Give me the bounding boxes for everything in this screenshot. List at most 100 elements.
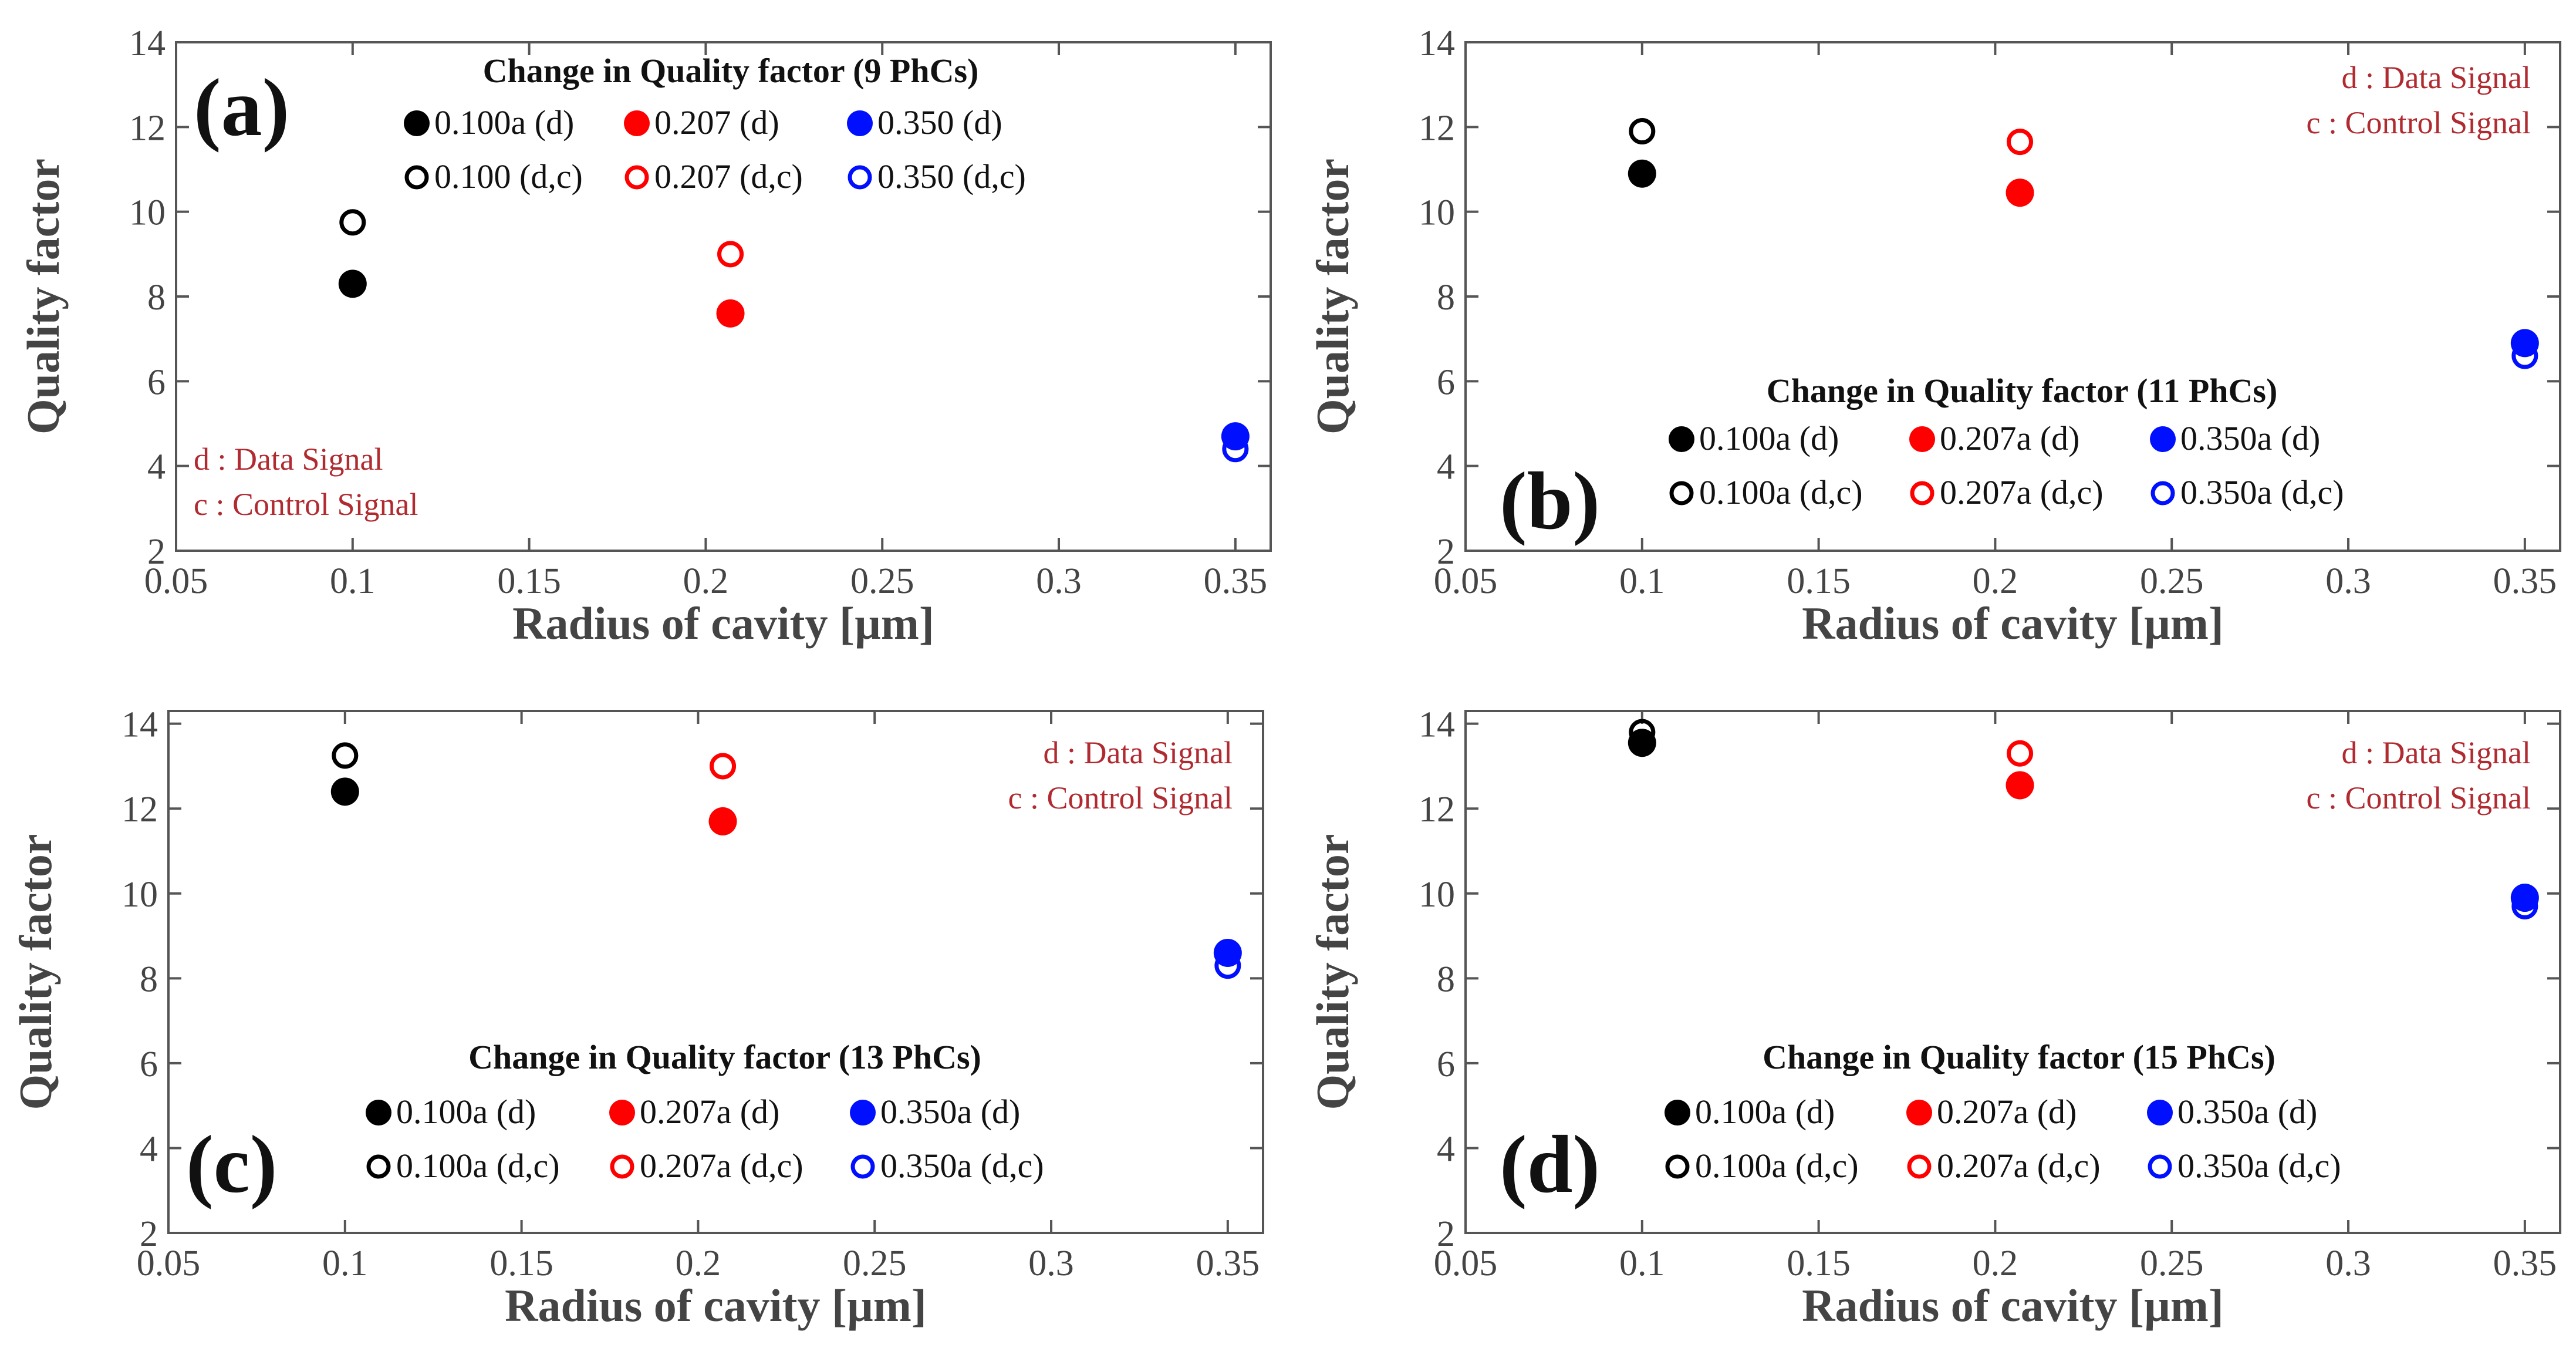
legend-marker-hollow [850,1154,875,1179]
legend-label: 0.350a (d,c) [2177,1147,2341,1185]
legend-entry: 0.207a (d,c) [610,1147,803,1185]
legend-entry: 0.100 (d,c) [404,157,583,196]
x-tick-label: 0.35 [1196,1244,1260,1283]
legend-entry: 0.350a (d,c) [850,1147,1044,1185]
panel-label: (a) [194,62,289,153]
legend-title: Change in Quality factor (15 PhCs) [1763,1038,2275,1076]
legend-title: Change in Quality factor (13 PhCs) [468,1038,981,1076]
data-point-hollow [717,241,744,268]
legend-label: 0.100a (d,c) [396,1147,560,1185]
legend-entry: 0.207 (d,c) [624,157,803,196]
x-tick-label: 0.05 [137,1244,201,1283]
y-tick-label: 12 [1419,108,1455,148]
data-point-filled [716,299,745,328]
chart-panel-4: 0.05 0.1 0.15 0.2 0.25 0.3 0.35 2 4 6 8 10 12 14 Radiu… [1307,705,2561,1331]
y-tick-label: 10 [1419,875,1455,915]
legend-marker-hollow [2148,1154,2172,1179]
y-axis-label: Quality factor [1307,159,1358,434]
x-tick-label: 0.35 [2493,561,2557,601]
x-tick-label: 0.25 [850,561,914,601]
legend-title: Change in Quality factor (9 PhCs) [483,52,979,90]
legend-marker-hollow [610,1154,634,1179]
data-point-hollow [1629,118,1656,145]
legend-label: 0.350a (d) [2180,419,2320,457]
legend-entry: 0.207a (d,c) [1907,1147,2101,1185]
legend-label: 0.207a (d,c) [1937,1147,2101,1185]
legend-label: 0.350 (d,c) [877,157,1026,196]
legend-label: 0.100a (d,c) [1699,473,1863,511]
data-point-hollow [2007,740,2034,767]
legend-marker-filled [2150,426,2176,452]
y-tick-label: 2 [1437,1214,1455,1254]
x-tick-label: 0.3 [2325,1244,2371,1283]
y-tick-label: 10 [129,193,166,233]
x-tick-label: 0.2 [676,1244,721,1283]
y-axis-label: Quality factor [18,159,69,434]
y-axis-label: Quality factor [1307,834,1358,1110]
x-tick-label: 0.25 [2140,561,2204,601]
chart-panel-2: 0.05 0.1 0.15 0.2 0.25 0.3 0.35 2 4 6 8 10 12 14 Radiu… [1307,23,2561,649]
x-tick-label: 0.1 [322,1244,368,1283]
x-tick-label: 0.3 [1028,1244,1074,1283]
signal-note: c : Control Signal [194,487,418,522]
signal-note: d : Data Signal [194,442,383,477]
legend-label: 0.207a (d,c) [1940,473,2104,511]
data-point-filled [1213,938,1242,967]
legend-marker-filled [609,1100,635,1126]
legend-label: 0.350a (d) [2177,1093,2317,1131]
legend-entry: 0.100a (d) [404,103,574,141]
legend-title: Change in Quality factor (11 PhCs) [1767,372,2278,410]
x-tick-label: 0.15 [497,561,561,601]
legend-label: 0.100a (d,c) [1695,1147,1859,1185]
legend-entry: 0.100a (d,c) [1669,473,1863,511]
signal-note: d : Data Signal [2342,735,2531,770]
x-tick-label: 0.05 [144,561,208,601]
legend-label: 0.350a (d) [880,1093,1020,1131]
x-tick-label: 0.05 [1434,561,1498,601]
x-tick-label: 0.1 [1619,1244,1665,1283]
y-tick-label: 12 [129,108,166,148]
x-tick-label: 0.2 [1973,561,2018,601]
signal-note: c : Control Signal [1008,780,1233,816]
data-point-filled [2006,178,2034,207]
y-tick-label: 8 [140,959,158,999]
y-tick-label: 10 [121,875,158,915]
y-tick-label: 12 [121,790,158,830]
x-tick-label: 0.1 [1619,561,1665,601]
y-tick-label: 2 [147,532,166,572]
data-point-filled [330,777,359,806]
y-tick-label: 4 [1437,447,1455,487]
legend-label: 0.207a (d) [640,1093,779,1131]
y-tick-label: 6 [1437,362,1455,402]
signal-note: c : Control Signal [2307,780,2531,816]
legend-label: 0.207a (d) [1937,1093,2077,1131]
x-tick-label: 0.2 [683,561,729,601]
x-tick-label: 0.15 [1787,561,1851,601]
legend-label: 0.100a (d) [1699,419,1839,457]
legend-marker-filled [366,1100,391,1126]
legend-label: 0.207 (d,c) [654,157,803,196]
panel-label: (d) [1500,1119,1600,1210]
legend-marker-hollow [1907,1154,1932,1179]
x-axis-label: Radius of cavity [µm] [1802,598,2224,649]
y-tick-label: 6 [140,1044,158,1084]
x-axis-label: Radius of cavity [µm] [1802,1280,2224,1331]
data-point-filled [1628,729,1656,757]
x-tick-label: 0.1 [330,561,376,601]
data-point-hollow [710,753,737,780]
y-tick-label: 8 [1437,278,1455,318]
data-point-filled [338,269,367,298]
signal-note: d : Data Signal [2342,60,2531,95]
legend-label: 0.100a (d) [434,103,574,141]
legend-label: 0.100a (d) [396,1093,536,1131]
signal-note: d : Data Signal [1044,735,1233,770]
x-tick-label: 0.35 [2493,1244,2557,1283]
legend-entry: 0.207a (d,c) [1910,473,2104,511]
legend-entry: 0.100a (d) [366,1093,536,1131]
x-tick-label: 0.25 [843,1244,907,1283]
legend-entry: 0.350 (d,c) [848,157,1026,196]
legend-entry: 0.350a (d,c) [2150,473,2344,511]
legend-entry: 0.350a (d) [850,1093,1020,1131]
legend-label: 0.350a (d,c) [2180,473,2344,511]
y-tick-label: 4 [140,1129,158,1169]
